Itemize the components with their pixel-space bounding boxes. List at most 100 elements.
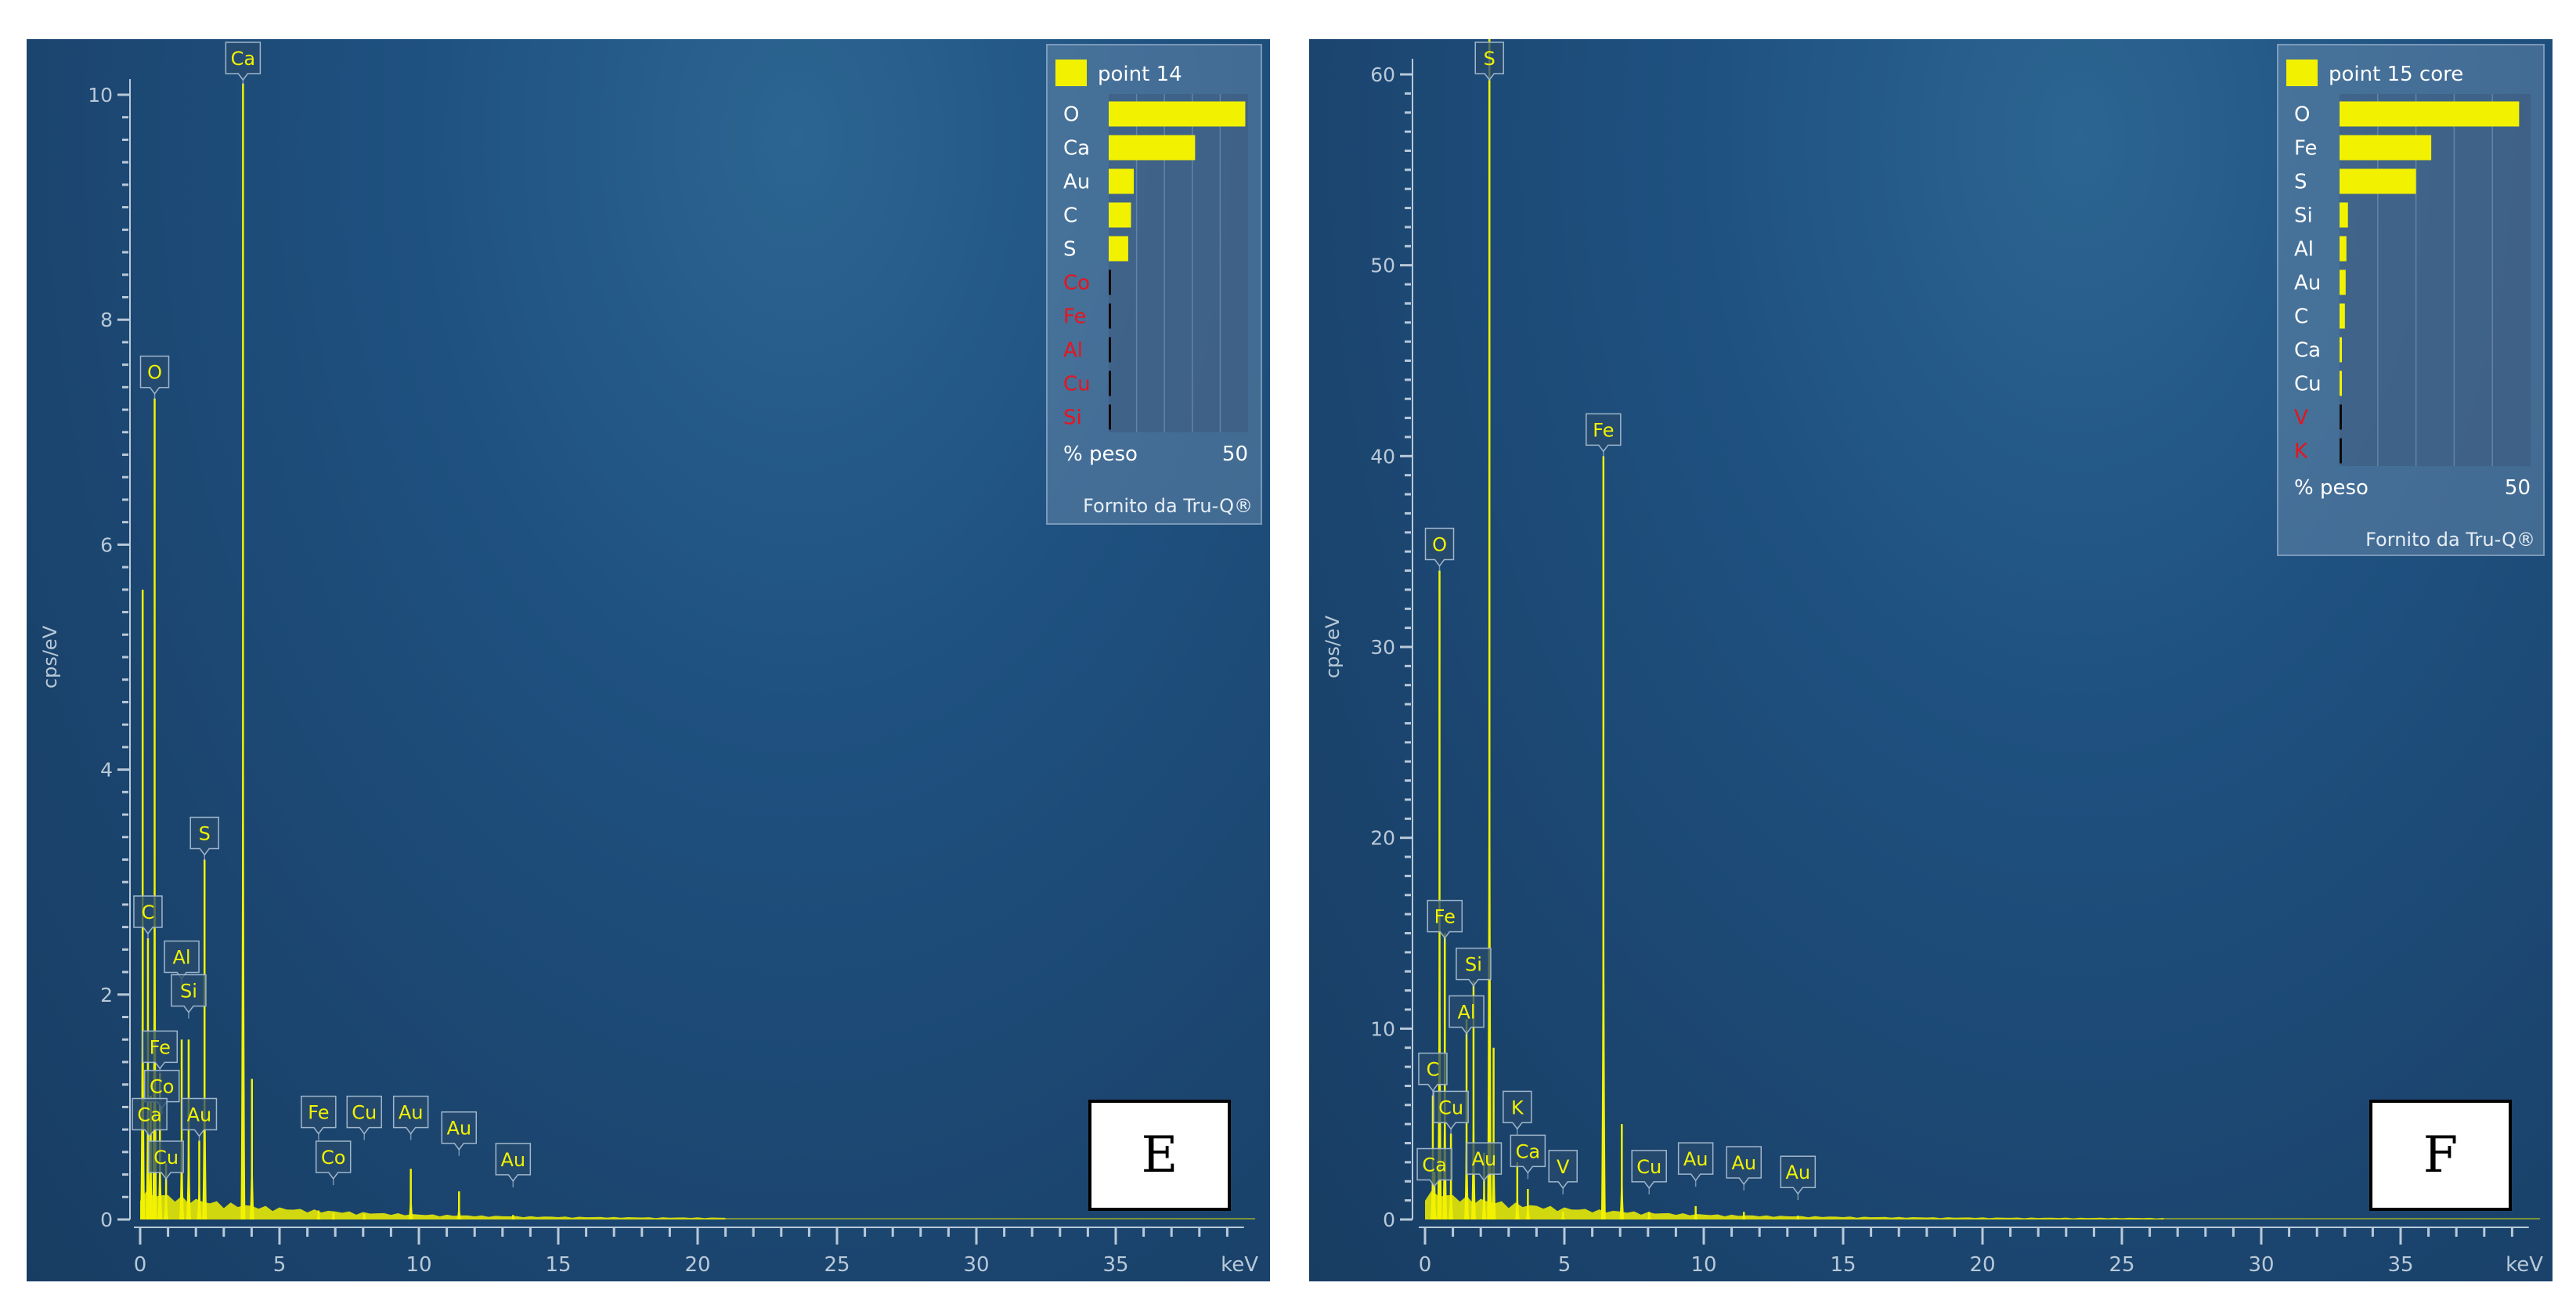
- legend-element-label: C: [1063, 204, 1077, 228]
- peak-label-box: [441, 1111, 478, 1151]
- legend-bar: [1109, 337, 1111, 363]
- x-tick-label: 15: [545, 1253, 571, 1277]
- peak-label-box: [1449, 995, 1485, 1035]
- peak-label-box: [1548, 1150, 1578, 1190]
- peak-label-marker: Ca: [132, 1097, 168, 1143]
- legend-bar: [2340, 269, 2346, 295]
- legend-bar: [1109, 168, 1135, 194]
- peak-label-text: Al: [172, 946, 190, 968]
- peak-label-marker: Ca: [1416, 1147, 1452, 1193]
- peak-label-box: [1677, 1142, 1714, 1182]
- peak-label-text: Al: [1457, 1002, 1475, 1024]
- y-tick-label: 40: [1370, 445, 1395, 468]
- x-tick-label: 10: [1690, 1253, 1716, 1277]
- y-tick-label: 4: [100, 759, 113, 782]
- legend-bar: [2340, 202, 2348, 228]
- legend-element-label: Ca: [2294, 339, 2321, 363]
- peak-label-box: [1510, 1134, 1546, 1174]
- legend-bar: [2340, 438, 2342, 464]
- peak-label-text: O: [147, 362, 162, 384]
- x-tick-label: 20: [1969, 1253, 1995, 1277]
- peak-label-text: Ca: [1516, 1140, 1540, 1162]
- peak-label-marker: Au: [1466, 1142, 1503, 1187]
- legend-element-label: O: [1063, 103, 1079, 127]
- peak-label-marker: V: [1548, 1150, 1578, 1194]
- legend-bar: [1109, 370, 1111, 396]
- x-axis-label: keV: [2506, 1253, 2543, 1277]
- peak-label-text: S: [1484, 48, 1495, 70]
- peak-label-marker: Fe: [1586, 413, 1622, 458]
- peak-label-text: Ca: [137, 1104, 161, 1126]
- peak-label-text: Ca: [1422, 1154, 1446, 1176]
- peak-label-box: [142, 1030, 179, 1070]
- legend-element-label: Al: [2294, 238, 2314, 262]
- peak-label-marker: Cu: [1631, 1150, 1667, 1194]
- peak-label-text: Ca: [231, 48, 255, 70]
- panel-label-e: E: [1088, 1100, 1231, 1211]
- peak-label-text: Au: [1683, 1148, 1708, 1170]
- peak-label-box: [132, 1097, 168, 1137]
- y-tick-label: 6: [100, 533, 113, 556]
- y-tick-label: 8: [100, 309, 113, 331]
- peak-label-box: [139, 355, 170, 395]
- peak-label-marker: Au: [181, 1097, 218, 1143]
- peak-label-text: Au: [1786, 1162, 1811, 1183]
- spectrum-continuum: [1425, 1190, 2164, 1219]
- legend-bar: [2340, 303, 2345, 329]
- legend-element-label: S: [2294, 171, 2307, 194]
- peak-label-marker: Fe: [301, 1095, 337, 1140]
- spectrum-panel-f: 0 10 20 30 40 50 60 cps/eV 0 5 10 15 20 25 30 35 keV S Fe O…: [1309, 39, 2553, 1281]
- peak-label-box: [1586, 413, 1622, 453]
- peak-label-text: Au: [399, 1102, 424, 1124]
- peak-label-text: Fe: [150, 1036, 171, 1058]
- peak-label-box: [181, 1097, 218, 1137]
- peak-label-text: K: [1511, 1097, 1524, 1118]
- x-tick-label: 5: [273, 1253, 287, 1277]
- peak-label-text: Co: [321, 1147, 345, 1169]
- legend-bar: [2340, 404, 2342, 430]
- peak-label-marker: Ca: [1510, 1134, 1546, 1180]
- legend-element-label: Au: [1063, 171, 1090, 194]
- legend-bar: [2340, 101, 2520, 127]
- peak-label-text: C: [1427, 1059, 1440, 1081]
- x-tick-label: 30: [2248, 1253, 2274, 1277]
- peak-label-marker: Fe: [1427, 899, 1463, 945]
- legend-element-label: Cu: [1063, 373, 1091, 396]
- peak-label-marker: Si: [1456, 947, 1492, 992]
- spectrum-chart-f: 0 10 20 30 40 50 60 cps/eV 0 5 10 15 20 25 30 35 keV S Fe O…: [1322, 39, 2543, 1277]
- peak-label-marker: Cu: [1433, 1090, 1469, 1136]
- peak-label-marker: Si: [171, 974, 207, 1019]
- x-tick-label: 5: [1558, 1253, 1571, 1277]
- legend-bar: [2340, 236, 2347, 262]
- legend-element-label: S: [1063, 238, 1077, 262]
- peak-label-text: Cu: [1438, 1097, 1463, 1118]
- x-tick-label: 20: [684, 1253, 710, 1277]
- peak-label-box: [1631, 1150, 1667, 1190]
- peak-label-box: [1466, 1142, 1503, 1182]
- x-tick-label: 25: [824, 1253, 850, 1277]
- peak-label-text: C: [142, 902, 155, 923]
- peak-label-box: [148, 1140, 184, 1180]
- legend-scale-max: 50: [2505, 476, 2531, 500]
- peak-label-marker: Co: [315, 1140, 352, 1186]
- legend-bar: [2340, 337, 2342, 363]
- peak-label-text: S: [199, 822, 211, 844]
- legend-element-label: Fe: [2294, 137, 2318, 161]
- legend-chart-e: point 14 O Ca Au CS Co Fe Al Cu Si % peso 50 Fornito…: [1055, 60, 1253, 517]
- x-tick-label: 15: [1830, 1253, 1856, 1277]
- peak-label-box: [315, 1140, 352, 1180]
- peak-label-box: [301, 1095, 337, 1135]
- peak-label-marker: Au: [495, 1143, 532, 1187]
- peak-label-text: Au: [501, 1149, 526, 1171]
- peak-label-marker: S: [1474, 42, 1504, 81]
- peak-label-box: [1424, 527, 1455, 567]
- y-axis-label: cps/eV: [39, 625, 61, 688]
- peak-label-text: Cu: [352, 1102, 377, 1124]
- peak-label-marker: Ca: [225, 42, 262, 85]
- legend-element-label: O: [2294, 103, 2310, 127]
- peak-label-marker: Au: [1677, 1142, 1714, 1187]
- peak-label-box: [171, 974, 207, 1014]
- legend-element-label: Al: [1063, 339, 1083, 363]
- spectrum-continuum: [140, 1190, 726, 1219]
